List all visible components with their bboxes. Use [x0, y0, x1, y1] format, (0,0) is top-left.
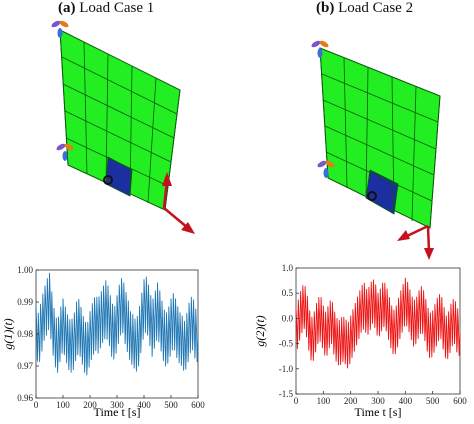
panel-b-caption: Load Case 2	[334, 0, 414, 16]
panel-a-title: (a) Load Case 1	[58, 0, 154, 17]
panel-b-title: (b) Load Case 2	[316, 0, 413, 17]
mesh-b-plate	[319, 47, 441, 229]
mesh-b-support-bottom-icon	[317, 160, 335, 178]
mesh-b-support-top-icon	[311, 40, 329, 58]
mesh-b-load-arrows	[397, 224, 434, 260]
mesh-a-grid-lines	[59, 29, 181, 211]
mesh-b-grid-lines	[319, 47, 441, 229]
mesh-a-load-point-marker	[103, 175, 113, 185]
panel-a-caption: Load Case 1	[75, 0, 155, 16]
panel-b-label: (b)	[316, 0, 335, 16]
panel-a-label: (a)	[58, 0, 76, 16]
mesh-a-support-bottom-icon	[56, 143, 74, 161]
mesh-b-load-point-marker	[367, 191, 377, 201]
mesh-a-support-top-icon	[51, 20, 69, 38]
mesh-a-load-arrows	[162, 172, 195, 234]
mesh-a-plate	[59, 29, 181, 211]
